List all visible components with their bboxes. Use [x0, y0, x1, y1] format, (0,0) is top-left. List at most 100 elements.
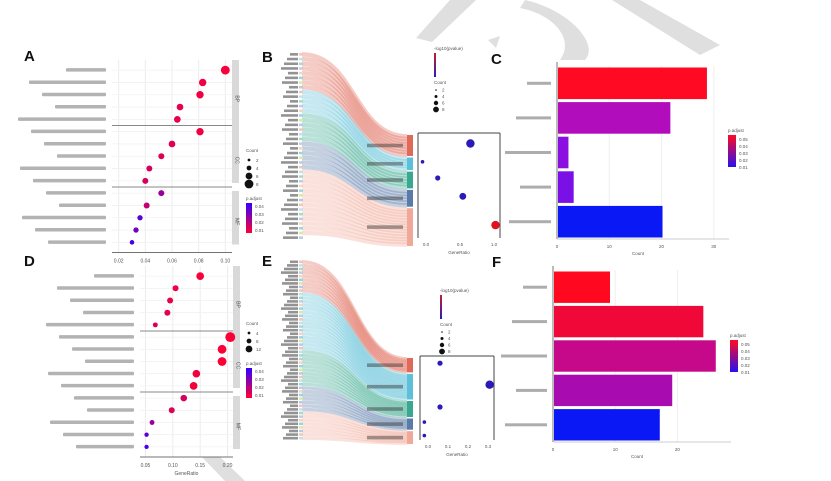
pathway-dot — [491, 220, 500, 230]
colorbar-tick-label: 0.05 — [739, 137, 748, 142]
size-legend-dot — [244, 179, 254, 189]
sankey-flow — [301, 117, 408, 179]
size-legend-dot — [439, 348, 445, 355]
gene-color-tick — [299, 95, 303, 98]
term-label — [59, 203, 106, 207]
gene-label — [287, 408, 298, 411]
colorbar-tick-label: 0.04 — [255, 369, 264, 374]
dotplot-x-tick: 0.0 — [425, 444, 432, 449]
gene-color-tick — [299, 343, 303, 346]
size-legend-dot — [245, 172, 253, 180]
gene-label — [282, 222, 298, 225]
gene-color-tick — [299, 67, 303, 70]
watermark-stroke — [488, 36, 500, 48]
gene-label — [282, 390, 298, 393]
gene-color-tick — [299, 76, 303, 80]
term-label — [31, 129, 106, 134]
gene-label — [283, 328, 298, 332]
size-legend-label: 12 — [256, 347, 262, 352]
sankey-flow — [301, 216, 408, 239]
sankey-flow — [301, 270, 408, 366]
term-label — [94, 274, 134, 278]
gene-color-tick — [299, 71, 303, 75]
data-point — [158, 153, 165, 160]
term-label — [42, 92, 106, 97]
dotplot-panel-d: 0.05 0.10 0.15 0.20BPCCMFGeneRatioterm D1te… — [46, 266, 264, 477]
color-legend-title: p.adjust — [246, 196, 263, 201]
gene-label — [285, 76, 298, 80]
gene-label — [285, 314, 298, 318]
sankey-flow — [301, 346, 408, 401]
x-tick-label: 10 — [613, 447, 619, 452]
data-point — [142, 177, 149, 184]
gene-label — [289, 357, 298, 361]
size-legend-dot — [245, 345, 253, 353]
term-label — [74, 396, 134, 400]
colorbar-tick-label: 0.02 — [739, 158, 748, 163]
gene-label — [282, 81, 298, 84]
gene-color-tick — [299, 184, 303, 188]
gene-color-tick — [299, 379, 303, 382]
size-legend-title: Count — [246, 321, 259, 326]
gene-label — [285, 123, 298, 127]
sankey-flow — [301, 260, 408, 361]
size-legend-dot — [435, 89, 437, 91]
gene-color-tick — [299, 236, 303, 239]
gene-color-tick — [299, 321, 303, 325]
term-label — [85, 359, 134, 363]
term-label — [46, 191, 106, 195]
sankey-flow — [301, 122, 408, 181]
sankey-flow — [301, 292, 408, 377]
gene-label — [289, 132, 298, 136]
sankey-panel-b: pathway B1pathway B2pathway B3pathway B4… — [281, 46, 501, 255]
gene-label — [283, 95, 298, 98]
sankey-flow — [301, 141, 408, 194]
gene-color-tick — [299, 217, 303, 221]
gene-label — [287, 151, 298, 155]
gene-color-tick — [299, 222, 303, 225]
term-label — [87, 408, 134, 412]
gene-label — [286, 90, 298, 94]
sankey-flow — [301, 61, 408, 144]
gene-color-tick — [299, 339, 303, 343]
sankey-flow — [301, 371, 408, 414]
gene-label — [284, 109, 298, 113]
colorbar — [730, 340, 738, 372]
colorbar-tick-label: 0.01 — [739, 165, 748, 170]
data-point — [144, 444, 149, 450]
bar — [558, 205, 663, 238]
panel-label-f: F — [492, 254, 502, 271]
gene-label — [289, 85, 298, 89]
gene-color-tick — [299, 267, 303, 271]
gene-color-tick — [299, 375, 303, 379]
sankey-flow — [301, 332, 408, 395]
gene-label — [282, 282, 298, 285]
pathway-bar — [407, 171, 413, 189]
pathway-bar — [407, 157, 413, 171]
sankey-flow — [301, 285, 408, 372]
gene-label — [284, 411, 298, 415]
sankey-flow — [301, 288, 408, 374]
sankey-flow — [301, 146, 408, 197]
bar — [558, 67, 707, 100]
gene-label — [281, 271, 298, 274]
category-label — [512, 320, 547, 324]
gene-label — [287, 336, 298, 339]
sankey-flow — [301, 193, 408, 226]
gene-color-tick — [299, 336, 303, 339]
size-legend-dot — [441, 331, 443, 333]
gene-label — [289, 226, 298, 230]
pathway-label — [367, 196, 403, 201]
colorbar-tick-label: 0.03 — [739, 151, 748, 156]
gene-color-tick — [299, 386, 303, 389]
gene-label — [288, 165, 298, 169]
size-legend-label: 4 — [448, 336, 451, 341]
colorbar-tick-label: 0.01 — [255, 228, 264, 233]
gene-color-tick — [299, 347, 303, 350]
sankey-flow — [301, 321, 408, 390]
category-label — [505, 151, 551, 154]
sankey-flow — [301, 99, 408, 167]
sankey-flow — [301, 150, 408, 200]
colorbar-tick-label: 0.04 — [741, 349, 750, 354]
data-point — [168, 140, 176, 148]
